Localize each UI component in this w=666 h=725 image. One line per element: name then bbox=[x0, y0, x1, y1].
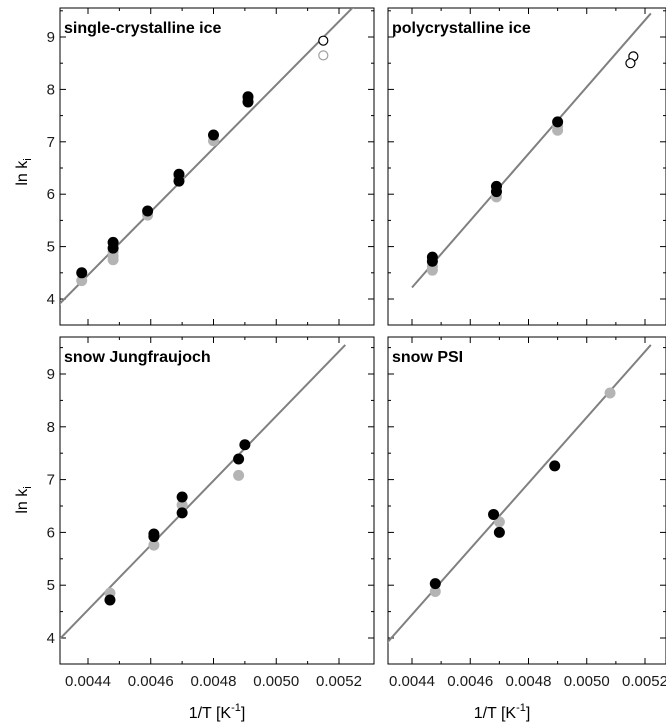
point-black bbox=[426, 255, 438, 267]
point-black bbox=[76, 267, 88, 279]
x-tick-label: 0.0044 bbox=[65, 673, 111, 690]
point-open-black bbox=[318, 35, 329, 46]
fit-line bbox=[60, 344, 346, 641]
panel-3: 4 5 6 7 8 9 0.0044 0.0046 0.0048 0.0050 0.0052 snow… bbox=[47, 336, 375, 690]
point-black bbox=[490, 186, 502, 198]
x-tick-label: 0.0048 bbox=[191, 673, 237, 690]
point-grey bbox=[76, 275, 88, 287]
y-tick-label: 4 bbox=[47, 630, 55, 647]
x-tick-label: 0.0050 bbox=[253, 673, 299, 690]
plot-area bbox=[411, 12, 652, 289]
y-tick-label: 9 bbox=[47, 29, 55, 46]
y-tick-label: 6 bbox=[47, 186, 55, 203]
y-tick-label: 7 bbox=[47, 472, 55, 489]
point-black bbox=[173, 175, 185, 187]
point-grey bbox=[426, 264, 438, 276]
point-black bbox=[107, 242, 119, 254]
y-axis-title-top: ln ki bbox=[14, 158, 34, 185]
point-grey bbox=[107, 254, 119, 266]
point-open-black bbox=[625, 58, 636, 69]
point-grey bbox=[604, 387, 616, 399]
y-tick-label: 5 bbox=[47, 239, 55, 256]
x-axis-title-right: 1/T [K-1] bbox=[474, 702, 531, 722]
point-grey bbox=[429, 586, 441, 598]
point-black bbox=[176, 491, 188, 503]
plot-area bbox=[388, 344, 652, 644]
panels-layer: 4 5 6 7 8 9 single-crystalline ice polycrystall… bbox=[47, 7, 666, 690]
y-tick-label: 4 bbox=[47, 291, 55, 308]
point-open-grey bbox=[318, 50, 329, 61]
panel-title: snow Jungfraujoch bbox=[64, 349, 211, 366]
x-tick-label: 0.0048 bbox=[506, 673, 552, 690]
point-black bbox=[242, 96, 254, 108]
point-grey bbox=[148, 539, 160, 551]
fit-line bbox=[411, 12, 652, 289]
y-tick-label: 7 bbox=[47, 134, 55, 151]
point-black bbox=[208, 129, 219, 141]
panel-frame bbox=[387, 336, 666, 665]
plot-area bbox=[60, 344, 346, 641]
point-black bbox=[493, 526, 505, 538]
panel-2: polycrystalline ice bbox=[387, 7, 666, 326]
point-black bbox=[429, 578, 441, 590]
x-tick-label: 0.0050 bbox=[564, 673, 610, 690]
x-tick-label: 0.0052 bbox=[622, 673, 666, 690]
point-grey bbox=[552, 124, 564, 136]
panel-frame bbox=[59, 7, 375, 326]
point-black bbox=[142, 205, 154, 217]
panel-1: 4 5 6 7 8 9 single-crystalline ice bbox=[47, 7, 375, 326]
point-black bbox=[104, 594, 116, 606]
y-tick-label: 9 bbox=[47, 366, 55, 383]
y-axis-title-bottom: ln ki bbox=[14, 486, 34, 513]
y-tick-label: 8 bbox=[47, 81, 55, 98]
point-black bbox=[176, 507, 188, 519]
y-tick-label: 5 bbox=[47, 577, 55, 594]
point-black bbox=[239, 439, 251, 451]
panel-frame bbox=[59, 336, 375, 665]
point-black bbox=[233, 453, 245, 465]
point-black bbox=[552, 116, 564, 128]
x-tick-label: 0.0046 bbox=[128, 673, 174, 690]
panel-title: single-crystalline ice bbox=[64, 20, 222, 37]
point-black bbox=[148, 531, 160, 543]
x-tick-label: 0.0046 bbox=[447, 673, 493, 690]
y-tick-label: 6 bbox=[47, 524, 55, 541]
panel-title: snow PSI bbox=[392, 349, 463, 366]
plot-area bbox=[60, 8, 354, 305]
point-grey bbox=[233, 469, 245, 481]
panel-frame bbox=[387, 7, 666, 326]
point-grey bbox=[176, 499, 188, 511]
point-black bbox=[488, 508, 500, 520]
x-tick-label: 0.0052 bbox=[316, 673, 362, 690]
point-grey bbox=[493, 516, 505, 528]
x-tick-label: 0.0044 bbox=[389, 673, 435, 690]
fit-line bbox=[60, 8, 354, 305]
y-tick-label: 8 bbox=[47, 419, 55, 436]
panel-title: polycrystalline ice bbox=[392, 20, 531, 37]
point-black bbox=[549, 460, 561, 472]
panel-4: 0.0044 0.0046 0.0048 0.0050 0.0052 snow PSI bbox=[387, 336, 666, 690]
x-axis-title-left: 1/T [K-1] bbox=[189, 702, 246, 722]
